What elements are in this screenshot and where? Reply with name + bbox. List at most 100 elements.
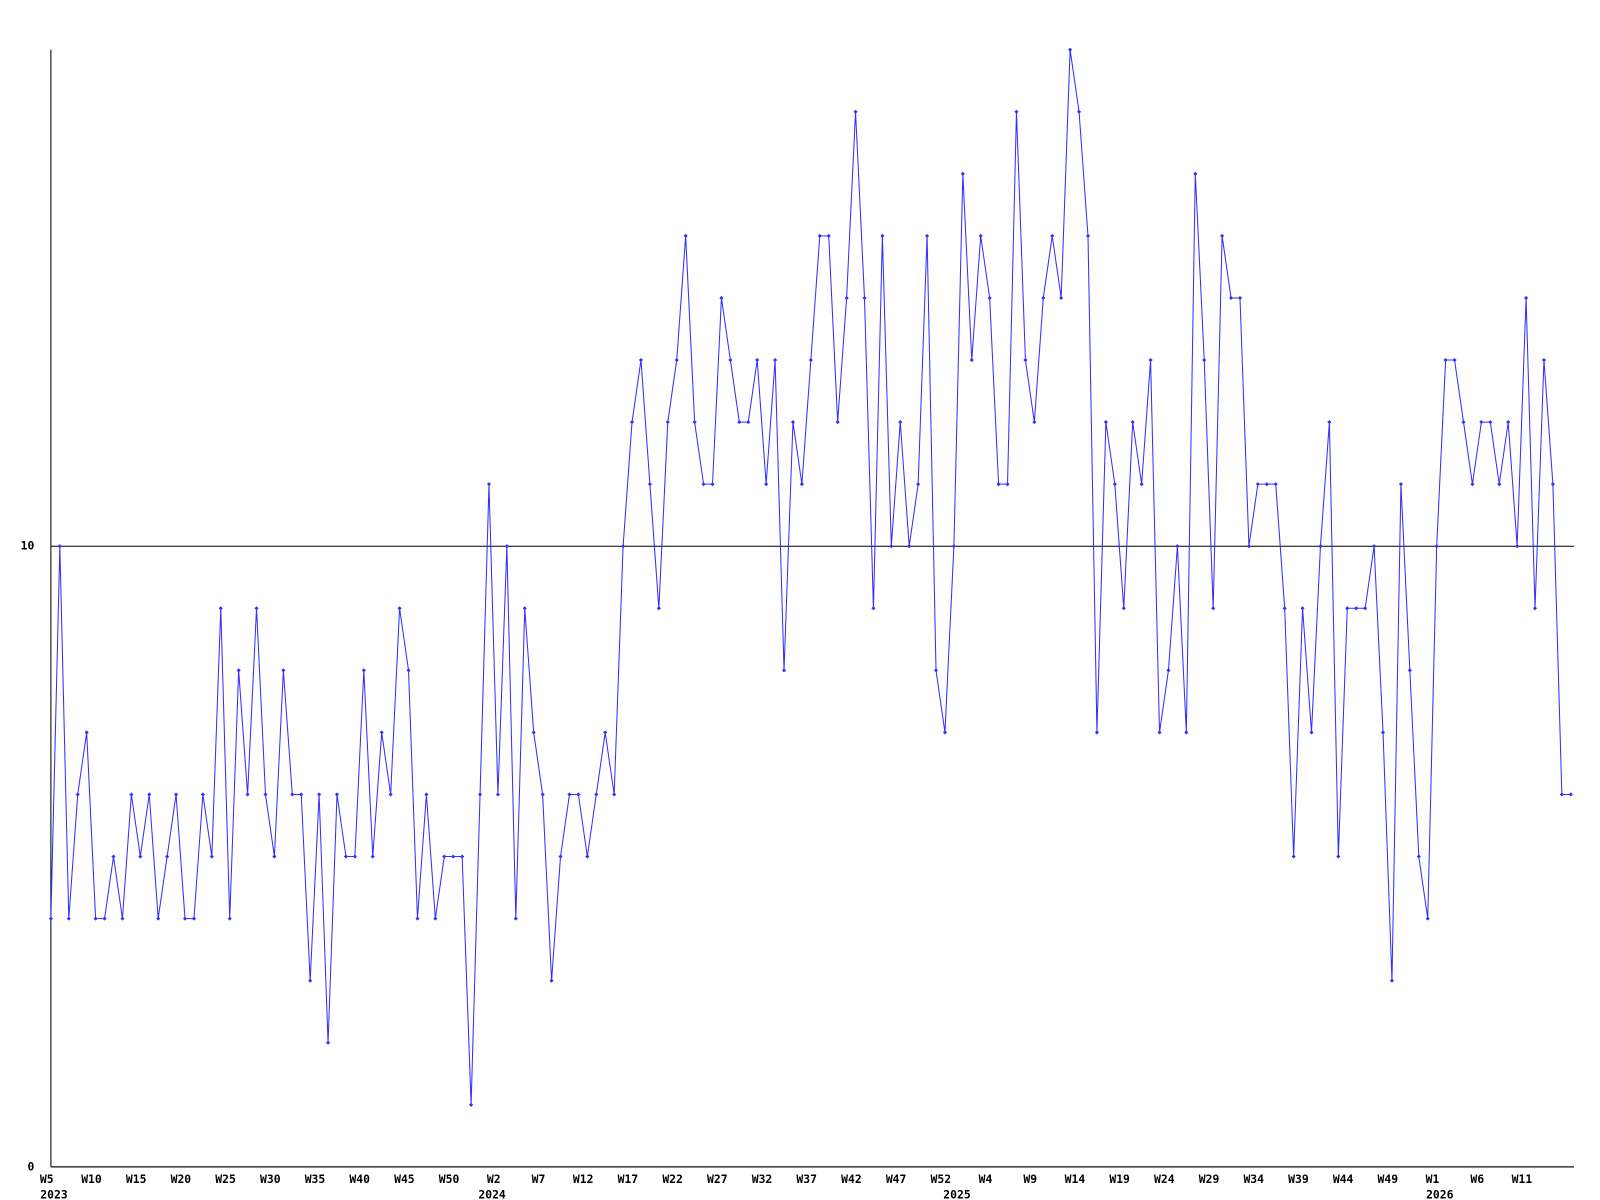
x-tick-label: W7 (532, 1172, 546, 1186)
point-marker (1211, 606, 1216, 611)
point-marker (549, 978, 554, 983)
x-tick-label: W11 (1512, 1172, 1533, 1186)
x-tick-label: W30 (260, 1172, 281, 1186)
point-marker (325, 1040, 331, 1045)
point-marker (1479, 420, 1484, 425)
point-marker (343, 854, 349, 859)
point-marker (1157, 730, 1162, 735)
point-marker (907, 544, 912, 549)
point-marker (93, 916, 98, 921)
point-marker (1193, 171, 1198, 176)
x-tick-label: W19 (1109, 1172, 1130, 1186)
x-tick-label: W14 (1065, 1172, 1086, 1186)
point-marker (352, 854, 357, 859)
point-marker (692, 420, 697, 425)
point-marker (603, 730, 608, 735)
point-marker (558, 854, 563, 859)
point-marker (1032, 420, 1037, 425)
point-marker (1282, 606, 1287, 611)
point-marker (469, 1102, 474, 1107)
point-marker (1309, 730, 1314, 735)
point-marker (120, 916, 125, 921)
point-marker (1103, 420, 1108, 425)
x-tick-label: W37 (796, 1172, 817, 1186)
x-tick-label: W17 (618, 1172, 639, 1186)
point-marker (978, 233, 983, 238)
point-marker (853, 109, 858, 114)
x-tick-label: W22 (662, 1172, 683, 1186)
point-marker (1389, 978, 1395, 983)
point-marker (942, 730, 948, 735)
point-marker (460, 854, 465, 859)
x-tick-label: W45 (394, 1172, 415, 1186)
x-tick-label: W44 (1333, 1172, 1354, 1186)
point-marker (1506, 420, 1511, 425)
point-marker (790, 420, 796, 425)
x-tick-label: W27 (707, 1172, 728, 1186)
x-tick-label: W35 (305, 1172, 326, 1186)
point-marker (1416, 854, 1421, 859)
point-marker (1014, 109, 1019, 114)
point-marker (272, 854, 277, 859)
x-tick-label: W6 (1470, 1172, 1484, 1186)
point-marker (1532, 606, 1538, 611)
point-marker (174, 792, 179, 797)
point-marker (442, 854, 447, 859)
x-tick-label: W29 (1199, 1172, 1220, 1186)
point-marker (1300, 606, 1305, 611)
point-marker (1380, 730, 1386, 735)
point-marker (576, 792, 581, 797)
y-tick-label: 0 (27, 1159, 34, 1173)
point-marker (871, 606, 876, 611)
point-marker (746, 420, 751, 425)
x-tick-label: W15 (126, 1172, 147, 1186)
point-marker (415, 916, 420, 921)
point-marker (889, 544, 894, 549)
x-tick-label: W24 (1154, 1172, 1175, 1186)
point-marker (1130, 420, 1135, 425)
point-marker (826, 233, 831, 238)
point-marker (594, 792, 599, 797)
point-marker (1076, 109, 1082, 114)
point-marker (1363, 606, 1368, 611)
x-tick-label: W2 (487, 1172, 501, 1186)
x-tick-label: W25 (215, 1172, 236, 1186)
point-marker (737, 420, 742, 425)
point-marker (1568, 792, 1573, 797)
point-marker (451, 854, 456, 859)
point-marker (1425, 916, 1430, 921)
point-marker (1068, 47, 1073, 52)
point-marker (1050, 233, 1055, 238)
point-marker (424, 792, 429, 797)
x-year-label: 2025 (943, 1187, 971, 1200)
x-tick-label: W42 (841, 1172, 862, 1186)
point-marker (1345, 606, 1350, 611)
point-marker (621, 544, 626, 549)
point-marker (1327, 420, 1332, 425)
x-year-label: 2026 (1426, 1187, 1454, 1200)
x-tick-label: W40 (349, 1172, 370, 1186)
x-tick-label: W10 (81, 1172, 102, 1186)
x-tick-label: W1 (1426, 1172, 1440, 1186)
point-marker (84, 730, 89, 735)
x-tick-label: W5 (40, 1172, 54, 1186)
point-marker (370, 854, 375, 859)
point-marker (1291, 854, 1296, 859)
point-marker (102, 916, 107, 921)
x-tick-label: W47 (886, 1172, 907, 1186)
point-marker (683, 233, 688, 238)
x-tick-label: W52 (931, 1172, 952, 1186)
point-marker (1184, 730, 1189, 735)
point-marker (960, 171, 965, 176)
point-marker (1318, 544, 1323, 549)
point-marker (218, 606, 223, 611)
point-marker (612, 792, 617, 797)
point-marker (66, 916, 71, 921)
point-marker (951, 544, 956, 549)
point-marker (75, 792, 80, 797)
x-year-label: 2023 (40, 1187, 68, 1200)
point-marker (656, 606, 661, 611)
